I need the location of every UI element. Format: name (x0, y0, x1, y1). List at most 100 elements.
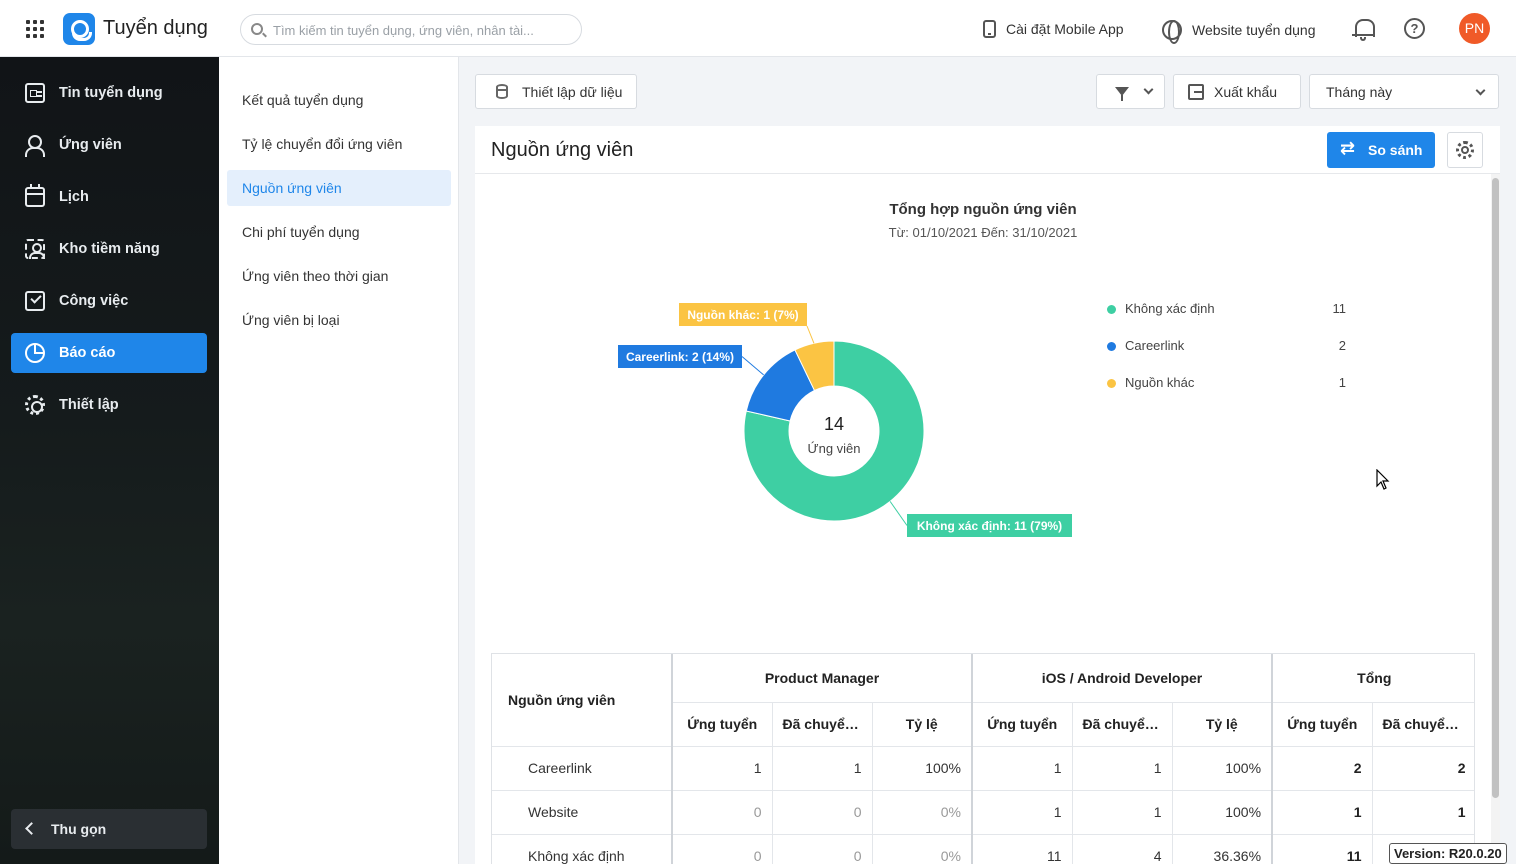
avatar[interactable]: PN (1459, 13, 1490, 44)
table-column-header[interactable]: Ứng tuyển (972, 702, 1073, 747)
legend-item[interactable]: Nguồn khác 1 (1105, 373, 1355, 410)
mobile-phone-icon (983, 20, 996, 38)
table-cell: 1 (772, 746, 873, 791)
app-title: Tuyển dụng (103, 17, 208, 39)
legend-label: Careerlink (1125, 338, 1185, 353)
submenu-item-rejected-candidates[interactable]: Ứng viên bị loại (242, 312, 340, 328)
table-cell: 2 (1272, 746, 1373, 791)
sidebar-item-label: Lịch (59, 189, 89, 205)
period-label: Tháng này (1326, 83, 1393, 100)
sidebar-item-calendar[interactable]: Lịch (11, 177, 207, 217)
sidebar-item-talent-pool[interactable]: Kho tiềm năng (11, 229, 207, 269)
chevron-left-icon (25, 822, 38, 835)
table-column-header[interactable]: Đã chuyển ... (1372, 702, 1474, 747)
table-row: Careerlink 1 1 100% 1 1 100% 2 2 (492, 746, 1474, 791)
table-cell: 0 (772, 790, 873, 835)
table-cell: 0 (772, 834, 873, 864)
filter-button[interactable] (1096, 74, 1165, 109)
table-column-header[interactable]: Ứng tuyển (672, 702, 773, 747)
submenu-item-candidates-over-time[interactable]: Ứng viên theo thời gian (242, 268, 389, 284)
submenu-item-recruitment-results[interactable]: Kết quả tuyển dụng (242, 92, 364, 108)
compare-button[interactable]: So sánh (1327, 132, 1435, 168)
sidebar-item-reports[interactable]: Báo cáo (11, 333, 207, 373)
export-button[interactable]: Xuất khẩu (1173, 74, 1301, 109)
pie-slice[interactable] (743, 340, 925, 522)
report-card: Nguồn ứng viên So sánh Tổng hợp nguồn ứn… (475, 126, 1500, 864)
website-link[interactable]: Website tuyển dụng (1162, 20, 1316, 44)
legend-dot-icon (1107, 342, 1116, 351)
chart-subtitle: Từ: 01/10/2021 Đến: 31/10/2021 (888, 225, 1078, 240)
scrollbar-thumb[interactable] (1492, 178, 1499, 798)
table-cell: 0 (672, 790, 773, 835)
sidebar: Tin tuyển dụng Ứng viên Lịch Kho tiềm nă… (0, 57, 219, 864)
export-icon (1188, 83, 1204, 100)
app-logo-icon (63, 13, 95, 45)
table-cell: 100% (1172, 746, 1274, 791)
leader-line (741, 356, 764, 376)
report-icon (25, 343, 45, 363)
table-column-header[interactable]: Ứng tuyển (1272, 702, 1373, 747)
legend-label: Không xác định (1125, 301, 1215, 316)
chevron-down-icon (1475, 85, 1486, 96)
table-cell: 36.36% (1172, 834, 1274, 864)
submenu-item-conversion-rate[interactable]: Tỷ lệ chuyển đổi ứng viên (242, 136, 403, 152)
chart-title: Tổng hợp nguồn ứng viên (889, 201, 1077, 218)
search-input[interactable] (273, 20, 573, 40)
search-box[interactable] (240, 14, 582, 45)
help-icon[interactable]: ? (1404, 18, 1425, 39)
table-group-header: Tổng (1272, 654, 1474, 703)
table-row: Website 0 0 0% 1 1 100% 1 1 (492, 790, 1474, 835)
data-setup-button[interactable]: Thiết lập dữ liệu (475, 74, 637, 109)
gear-icon (25, 395, 45, 415)
mobile-app-link[interactable]: Cài đặt Mobile App (983, 20, 1124, 38)
collapse-sidebar-button[interactable]: Thu gọn (11, 809, 207, 849)
table-column-header[interactable]: Đã chuyển ... (1072, 702, 1173, 747)
submenu-item-candidate-source[interactable]: Nguồn ứng viên (227, 170, 451, 206)
sidebar-item-candidates[interactable]: Ứng viên (11, 125, 207, 165)
table-cell: 0 (672, 834, 773, 864)
submenu-item-recruitment-cost[interactable]: Chi phí tuyển dụng (242, 224, 360, 240)
period-select[interactable]: Tháng này (1309, 74, 1499, 109)
search-icon (251, 23, 263, 35)
calendar-icon (25, 184, 45, 207)
sidebar-item-label: Báo cáo (59, 345, 116, 361)
collapse-label: Thu gọn (51, 821, 107, 837)
table-column-header[interactable]: Tỷ lệ (872, 702, 973, 747)
apps-grid-icon[interactable] (26, 20, 44, 38)
report-header: Nguồn ứng viên So sánh (475, 126, 1500, 174)
legend-item[interactable]: Không xác định 11 (1105, 299, 1355, 336)
data-label: Không xác định: 11 (79%) (917, 519, 1062, 533)
table-cell: 100% (872, 746, 973, 791)
sidebar-item-label: Kho tiềm năng (59, 241, 160, 257)
table-cell: 1 (672, 746, 773, 791)
sidebar-item-settings[interactable]: Thiết lập (11, 385, 207, 425)
table-cell: 0% (872, 834, 973, 864)
legend-dot-icon (1107, 305, 1116, 314)
table-cell: 1 (1072, 746, 1173, 791)
table-cell-source: Không xác định (492, 834, 673, 864)
news-icon (25, 83, 45, 103)
task-icon (25, 291, 45, 311)
table-cell: 0% (872, 790, 973, 835)
globe-icon (1162, 20, 1182, 44)
data-label-box (679, 303, 807, 326)
table-cell: 1 (1372, 790, 1474, 835)
report-settings-button[interactable] (1447, 132, 1483, 168)
page-title: Nguồn ứng viên (491, 139, 634, 161)
table-column-header[interactable]: Đã chuyển ... (772, 702, 873, 747)
vertical-scrollbar[interactable] (1491, 174, 1500, 864)
table-cell: 1 (972, 746, 1073, 791)
data-label: Careerlink: 2 (14%) (626, 350, 734, 364)
talent-pool-icon (25, 239, 45, 259)
sidebar-item-jobs[interactable]: Tin tuyển dụng (11, 73, 207, 113)
data-label: Nguồn khác: 1 (7%) (687, 308, 798, 322)
chevron-down-icon (1143, 84, 1154, 95)
table-cell: 1 (972, 790, 1073, 835)
table-column-header[interactable]: Tỷ lệ (1172, 702, 1274, 747)
notification-bell-icon[interactable] (1352, 17, 1375, 41)
version-badge: Version: R20.0.20 (1389, 843, 1507, 864)
legend-item[interactable]: Careerlink 2 (1105, 336, 1355, 373)
top-bar: Tuyển dụng Cài đặt Mobile App Website tu… (0, 0, 1516, 57)
pie-slice[interactable] (794, 340, 835, 392)
sidebar-item-tasks[interactable]: Công việc (11, 281, 207, 321)
